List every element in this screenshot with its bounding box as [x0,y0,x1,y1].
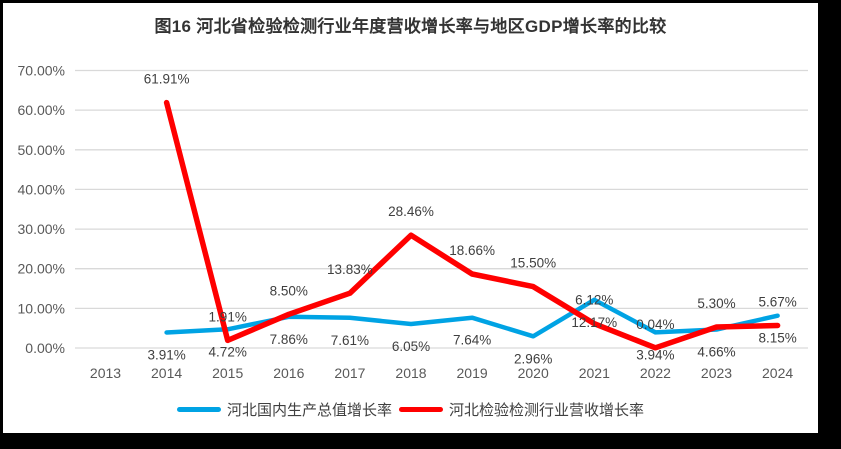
legend-item-revenue-growth: 河北检验检测行业营收增长率 [399,399,644,420]
data-point-label: 4.72% [209,344,247,359]
data-point-label: 12.17% [571,315,617,330]
legend-label-gdp-growth: 河北国内生产总值增长率 [226,402,392,419]
data-point-label: 13.83% [327,262,373,277]
x-axis-tick-label: 2022 [640,365,671,381]
data-point-label: 8.50% [270,283,308,298]
data-point-label: 4.66% [697,345,735,360]
x-axis-tick-label: 2016 [273,365,304,381]
x-axis-tick-label: 2015 [212,365,243,381]
data-point-label: 28.46% [388,204,434,219]
x-axis-tick-label: 2017 [334,365,365,381]
x-axis-tick-label: 2014 [151,365,182,381]
data-point-label: 3.94% [636,347,674,362]
data-point-label: 2.96% [514,351,552,366]
y-axis-tick-label: 10.00% [18,300,65,316]
data-point-label: 7.64% [453,333,491,348]
chart-title: 图16 河北省检验检测行业年度营收增长率与地区GDP增长率的比较 [154,17,667,36]
chart-canvas [3,3,818,433]
y-axis-tick-label: 0.00% [25,340,65,356]
legend: 河北国内生产总值增长率 河北检验检测行业营收增长率 [3,399,818,420]
data-point-label: 18.66% [449,243,495,258]
data-point-label: 7.61% [331,333,369,348]
series-line [163,99,781,351]
data-point-label: 3.91% [147,348,185,363]
data-point-label: 0.04% [636,317,674,332]
data-point-label: 1.91% [209,309,247,324]
x-axis-tick-label: 2020 [518,365,549,381]
data-point-label: 8.15% [758,331,796,346]
data-point-label: 6.05% [392,339,430,354]
data-point-label: 61.91% [144,72,190,87]
x-axis-tick-label: 2019 [457,365,488,381]
y-axis-tick-label: 70.00% [18,63,65,79]
y-axis-tick-label: 40.00% [18,181,65,197]
series-line [164,297,780,339]
y-axis-tick-label: 30.00% [18,221,65,237]
x-axis-tick-label: 2021 [579,365,610,381]
y-axis-tick-label: 50.00% [18,142,65,158]
data-point-label: 5.30% [697,296,735,311]
data-point-label: 5.67% [758,295,796,310]
x-axis-tick-label: 2024 [762,365,793,381]
legend-item-gdp-growth: 河北国内生产总值增长率 [176,399,392,420]
x-axis-tick-label: 2018 [395,365,426,381]
data-point-label: 7.86% [270,332,308,347]
x-axis-tick-label: 2013 [90,365,121,381]
legend-label-revenue-growth: 河北检验检测行业营收增长率 [449,402,645,419]
legend-line-swatch-red [399,407,443,412]
legend-line-swatch-blue [176,407,221,412]
data-point-label: 15.50% [510,256,556,271]
y-axis-tick-label: 60.00% [18,102,65,118]
x-axis-tick-label: 2023 [701,365,732,381]
data-point-label: 6.12% [575,293,613,308]
y-axis-tick-label: 20.00% [18,261,65,277]
